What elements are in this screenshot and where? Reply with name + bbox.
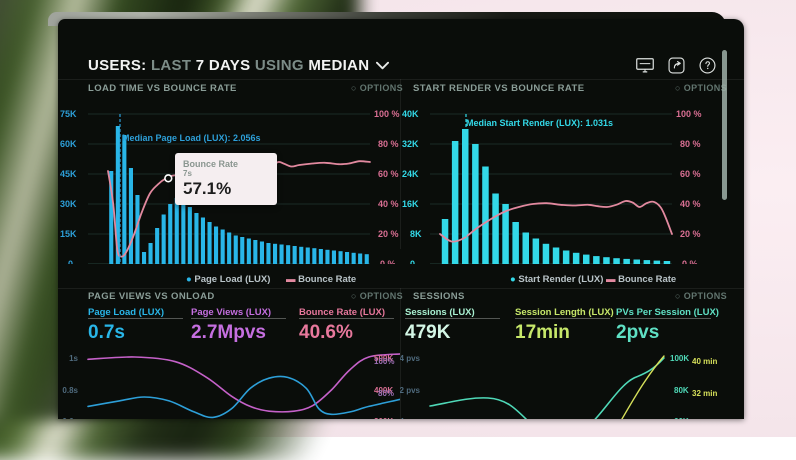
svg-text:0 %: 0 % (682, 259, 698, 264)
svg-text:20 %: 20 % (378, 229, 399, 239)
svg-text:60K: 60K (60, 139, 77, 149)
svg-text:1s: 1s (69, 354, 78, 363)
svg-text:60 %: 60 % (680, 169, 701, 179)
svg-text:0 %: 0 % (380, 259, 396, 264)
svg-text:2.4 pvs: 2.4 pvs (400, 417, 421, 419)
svg-text:0: 0 (68, 259, 73, 264)
svg-text:16K: 16K (402, 199, 419, 209)
svg-text:40 %: 40 % (680, 199, 701, 209)
svg-text:40K: 40K (402, 109, 419, 119)
svg-text:80 %: 80 % (378, 139, 399, 149)
svg-text:24K: 24K (402, 169, 419, 179)
svg-text:100K: 100K (670, 354, 689, 363)
svg-text:4 pvs: 4 pvs (400, 354, 421, 363)
svg-text:60 %: 60 % (378, 169, 399, 179)
svg-text:3.2 pvs: 3.2 pvs (400, 386, 421, 395)
svg-text:20 %: 20 % (680, 229, 701, 239)
svg-text:80 %: 80 % (680, 139, 701, 149)
svg-text:8K: 8K (410, 229, 422, 239)
svg-text:45K: 45K (60, 169, 77, 179)
svg-text:0: 0 (410, 259, 415, 264)
svg-text:100 %: 100 % (374, 109, 400, 119)
svg-text:0.6s: 0.6s (62, 417, 78, 419)
svg-text:75K: 75K (60, 109, 77, 119)
svg-text:0.8s: 0.8s (62, 386, 78, 395)
svg-text:40 %: 40 % (378, 199, 399, 209)
svg-text:60K: 60K (674, 417, 689, 419)
svg-text:100 %: 100 % (676, 109, 702, 119)
svg-text:32K: 32K (402, 139, 419, 149)
svg-text:80K: 80K (674, 386, 689, 395)
svg-text:15K: 15K (60, 229, 77, 239)
svg-text:300K: 300K (374, 417, 393, 419)
svg-text:30K: 30K (60, 199, 77, 209)
